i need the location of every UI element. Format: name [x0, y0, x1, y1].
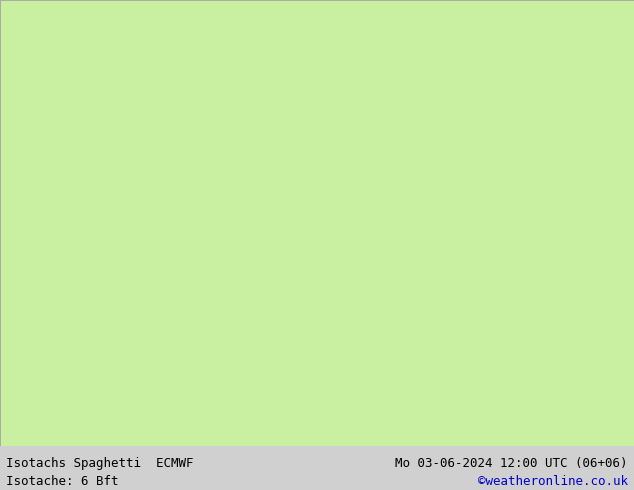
Text: Mo 03-06-2024 12:00 UTC (06+06): Mo 03-06-2024 12:00 UTC (06+06) — [395, 457, 628, 470]
Text: Isotache: 6 Bft: Isotache: 6 Bft — [6, 475, 119, 488]
Text: ©weatheronline.co.uk: ©weatheronline.co.uk — [477, 475, 628, 488]
Text: Isotachs Spaghetti  ECMWF: Isotachs Spaghetti ECMWF — [6, 457, 194, 470]
